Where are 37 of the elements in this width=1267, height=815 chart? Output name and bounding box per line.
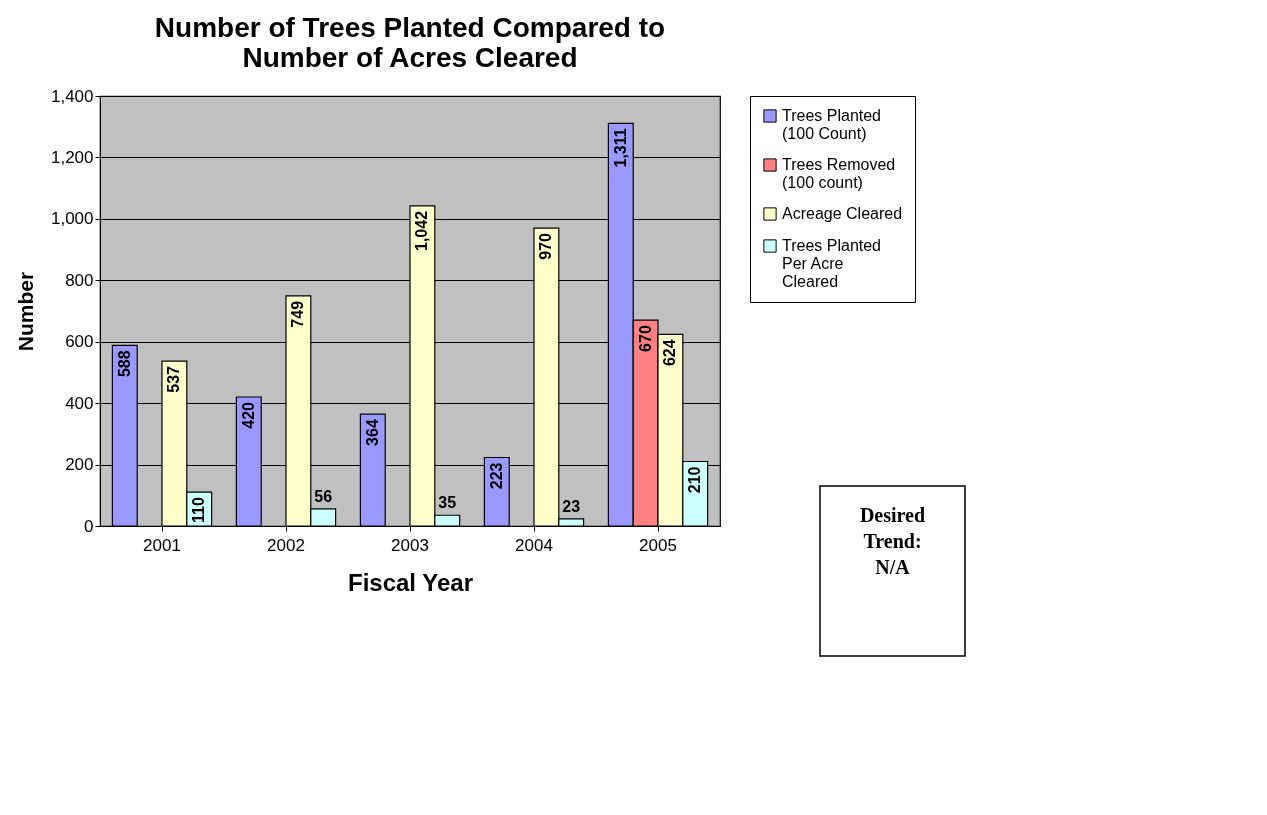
x-axis-title: Fiscal Year bbox=[348, 568, 473, 596]
data-label: 56 bbox=[314, 487, 333, 505]
y-tick-label: 400 bbox=[65, 393, 94, 413]
data-label: 1,311 bbox=[611, 128, 629, 168]
y-tick-label: 0 bbox=[84, 516, 94, 536]
x-tick-label: 2005 bbox=[639, 535, 677, 555]
y-tick-label: 1,200 bbox=[50, 147, 94, 167]
data-label: 210 bbox=[686, 466, 704, 494]
data-label: 110 bbox=[190, 497, 208, 524]
data-label: 624 bbox=[661, 339, 679, 367]
legend-label: Acreage Cleared bbox=[782, 205, 903, 222]
data-label: 749 bbox=[289, 300, 307, 328]
y-tick-label: 1,400 bbox=[50, 86, 94, 106]
y-tick-label: 1,000 bbox=[50, 209, 94, 229]
data-label: 670 bbox=[636, 325, 654, 352]
data-label: 35 bbox=[438, 494, 457, 512]
y-axis-title: Number bbox=[13, 271, 37, 352]
x-tick-label: 2001 bbox=[143, 535, 181, 555]
y-tick-label: 800 bbox=[65, 270, 94, 290]
text: Desired Trend: N/A bbox=[859, 504, 926, 578]
legend-label: Trees Planted Per Acre Cleared bbox=[782, 237, 882, 290]
chart-title: Number of Trees Planted Compared to Number of Acres Cleared bbox=[154, 12, 666, 73]
x-tick-label: 2002 bbox=[267, 535, 305, 555]
x-tick-label: 2003 bbox=[391, 535, 429, 555]
data-label: 588 bbox=[115, 350, 133, 378]
data-label: 364 bbox=[363, 419, 381, 446]
data-label: 1,042 bbox=[413, 210, 431, 251]
y-tick-label: 200 bbox=[65, 455, 94, 475]
data-label: 23 bbox=[562, 497, 581, 515]
y-tick-label: 600 bbox=[65, 332, 94, 352]
legend-label: Trees Planted (100 Count) bbox=[782, 107, 882, 142]
data-label: 223 bbox=[487, 462, 505, 490]
data-label: 537 bbox=[165, 365, 183, 393]
legend-label: Trees Removed (100 count) bbox=[782, 156, 896, 191]
x-tick-label: 2004 bbox=[515, 535, 553, 555]
data-label: 970 bbox=[537, 232, 555, 260]
data-label: 420 bbox=[239, 401, 257, 429]
